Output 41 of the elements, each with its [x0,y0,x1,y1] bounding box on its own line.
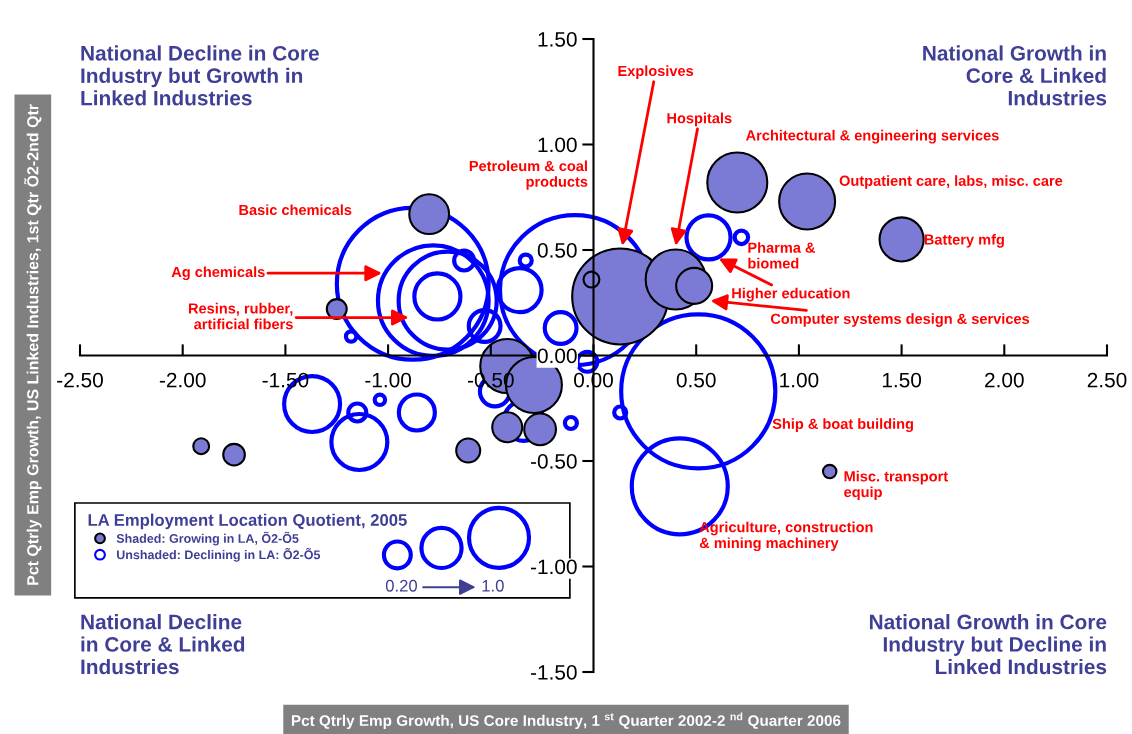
annotation: Agriculture, construction & mining machinery [699,521,873,552]
annotation: Resins, rubber, artificial fibers [188,302,293,330]
annotation: Hospitals [667,112,732,127]
annotation: National Decline in Core & Linked Industries [81,614,245,675]
x-tick-label: -2.50 [57,372,103,388]
y-tick-label: 1.00 [538,137,577,153]
x-tick-label: 2.50 [1087,372,1127,388]
annotation: Ag chemicals [171,266,265,281]
y-axis-title: Pct Qtrly Emp Growth, US Linked Industries, 1st Qtr Õ2-2nd Qtr [24,104,42,585]
x-tick-label: 0.50 [676,372,716,388]
annotation: Pharma & biomed [748,242,816,269]
y-tick-label: -1.00 [530,559,577,575]
annotation: Computer systems design & services [770,313,1030,327]
x-tick-label: -2.00 [159,372,206,388]
x-tick-label: -1.00 [365,372,412,388]
annotation: Petroleum & coal products [469,160,588,190]
annotation: National Growth in Core Industry but Decline in Linked Industries [869,614,1107,675]
x-axis-title: Pct Qtrly Emp Growth, US Core Industry, 1 $^{st}$ Quarter 2002-2 $^{nd}$ Quarter 2006 [291,712,841,730]
x-tick-label: 1.00 [780,372,819,388]
x-tick-label: 2.00 [985,372,1024,388]
y-tick-label: -1.50 [530,665,577,680]
annotation: Ship & boat building [772,418,913,432]
annotation: Battery mfg [924,234,1004,248]
legend-label: 1.0 [482,579,504,592]
legend-label: Shaded: Growing in LA, Õ2-Õ5 [116,531,299,546]
annotation: Higher education [732,287,850,302]
x-tick-label: 1.50 [882,372,922,388]
legend-label: 0.20 [385,579,418,592]
legend-title: LA Employment Location Quotient, 2005 [88,513,407,530]
annotation: Architectural & engineering services [745,129,999,144]
annotation: National Growth in Core & Linked Industries [923,45,1107,106]
annotation: National Decline in Core Industry but Growth in Linked Industries [81,45,319,106]
annotation: Outpatient care, labs, misc. care [839,175,1063,189]
y-tick-label: 0.00 [537,348,577,364]
annotation: Misc. transport equip [844,470,948,501]
y-tick-label: -0.50 [530,454,577,469]
annotation: Basic chemicals [239,204,352,216]
annotation: Explosives [618,65,694,79]
legend-label: Unshaded: Declining in LA: Õ2-Õ5 [117,547,321,562]
y-tick-label: 0.50 [537,243,577,258]
y-tick-label: 1.50 [538,32,577,47]
